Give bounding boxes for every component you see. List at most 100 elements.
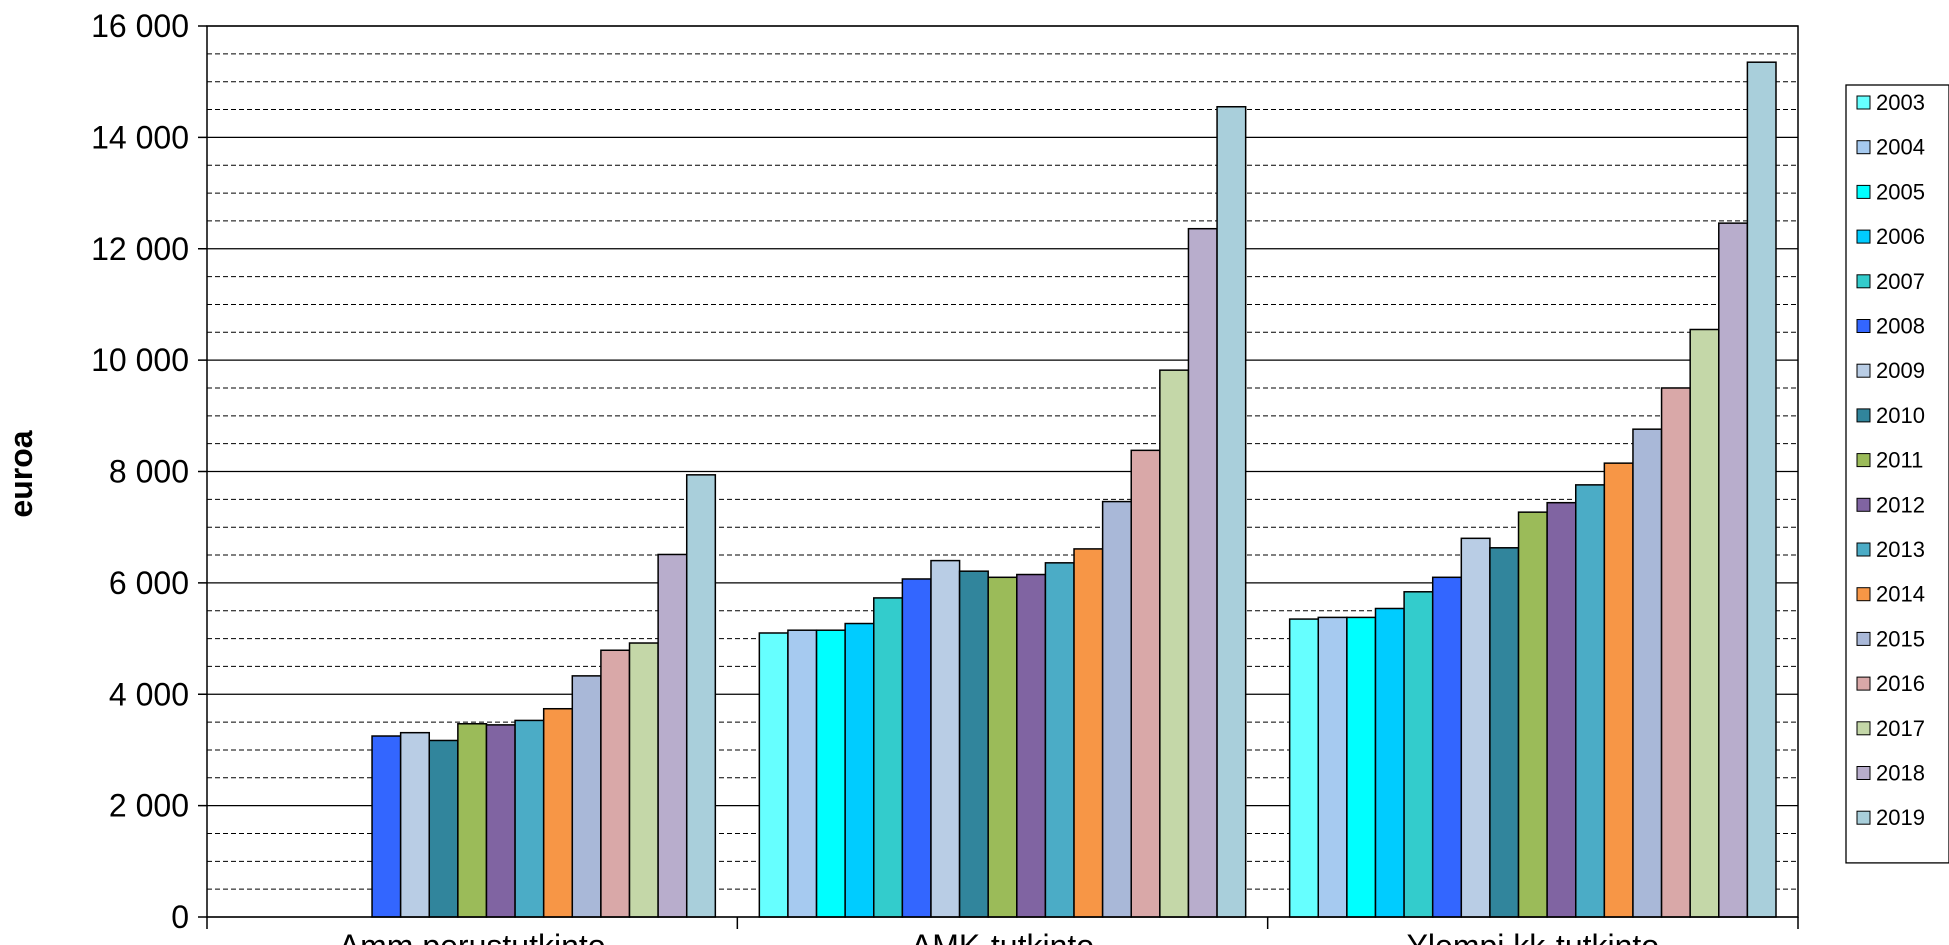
legend-label: 2018 bbox=[1876, 761, 1925, 786]
bar-2012 bbox=[1546, 501, 1577, 918]
legend-swatch bbox=[1856, 363, 1871, 378]
legend-swatch bbox=[1856, 453, 1871, 468]
y-tick-label: 10 000 bbox=[91, 342, 189, 378]
legend-swatch bbox=[1856, 319, 1871, 333]
legend-swatch bbox=[1856, 766, 1871, 780]
legend-label: 2014 bbox=[1876, 582, 1925, 607]
bar-2005 bbox=[1346, 616, 1377, 918]
legend-label: 2019 bbox=[1876, 805, 1925, 830]
y-tick-label: 12 000 bbox=[91, 231, 189, 267]
bar-2011 bbox=[987, 576, 1018, 918]
y-tick-label: 14 000 bbox=[91, 119, 189, 155]
bar-2019 bbox=[1746, 61, 1777, 918]
legend-label: 2015 bbox=[1876, 626, 1925, 651]
y-tick-label: 6 000 bbox=[109, 565, 189, 601]
bar-2014 bbox=[542, 707, 574, 918]
legend-label: 2013 bbox=[1876, 537, 1925, 562]
legend: 2003 2004 2005 2006 2007 2008 2009 2010 2011 2012… bbox=[1845, 84, 1949, 864]
bar-2009 bbox=[930, 559, 961, 918]
bar-2018 bbox=[1187, 227, 1218, 918]
bar-2004 bbox=[787, 629, 818, 918]
legend-swatch bbox=[1856, 676, 1871, 691]
bar-2019 bbox=[685, 474, 717, 918]
legend-label: 2010 bbox=[1876, 403, 1925, 428]
bar-2016 bbox=[1130, 449, 1161, 918]
legend-label: 2012 bbox=[1876, 492, 1925, 517]
legend-label: 2011 bbox=[1876, 448, 1923, 473]
bar-2012 bbox=[485, 724, 516, 918]
axis-labels: 0 2 000 4 000 6 000 8 000 10 000 12 000 14 000 1… bbox=[91, 8, 1659, 945]
bar-2009 bbox=[399, 731, 431, 918]
x-category-label: Amm.perustutkinto bbox=[339, 928, 606, 945]
legend-swatch bbox=[1856, 274, 1871, 289]
bar-2016 bbox=[600, 649, 631, 918]
legend-swatch bbox=[1856, 631, 1871, 646]
legend-swatch bbox=[1856, 95, 1871, 110]
bar-2013 bbox=[514, 719, 545, 918]
x-category-label: AMK-tutkinto bbox=[911, 928, 1094, 945]
bar-2015 bbox=[571, 675, 602, 918]
legend-label: 2007 bbox=[1876, 269, 1925, 294]
axes bbox=[198, 25, 1799, 929]
bar-2011 bbox=[1517, 511, 1548, 918]
legend-label: 2016 bbox=[1876, 671, 1925, 696]
legend-label: 2003 bbox=[1876, 90, 1925, 115]
bar-2013 bbox=[1044, 562, 1075, 918]
bar-2017 bbox=[628, 642, 659, 918]
y-axis-label: euroa bbox=[3, 430, 39, 517]
bar-2009 bbox=[1460, 537, 1491, 918]
legend-label: 2009 bbox=[1876, 358, 1925, 383]
bar-2007 bbox=[1403, 591, 1434, 918]
bar-2010 bbox=[1489, 547, 1520, 918]
bar-2006 bbox=[1374, 607, 1405, 918]
legend-swatch bbox=[1856, 587, 1871, 602]
bar-2018 bbox=[1718, 222, 1749, 918]
bar-2019 bbox=[1216, 105, 1247, 918]
y-tick-label: 8 000 bbox=[109, 454, 189, 490]
bar-2012 bbox=[1016, 573, 1047, 918]
bar-2003 bbox=[1288, 618, 1320, 918]
bar-2004 bbox=[1317, 616, 1348, 918]
y-tick-label: 16 000 bbox=[91, 8, 189, 44]
legend-label: 2006 bbox=[1876, 224, 1925, 249]
legend-label: 2005 bbox=[1876, 179, 1925, 204]
bar-2008 bbox=[371, 735, 402, 918]
legend-swatch bbox=[1856, 497, 1871, 512]
plot-border bbox=[206, 25, 1799, 918]
legend-swatch bbox=[1856, 140, 1871, 155]
bar-2010 bbox=[958, 570, 989, 918]
bar-2008 bbox=[901, 578, 932, 918]
bars bbox=[371, 61, 1777, 918]
bar-2013 bbox=[1574, 484, 1606, 918]
y-tick-label: 4 000 bbox=[109, 676, 189, 712]
legend-label: 2017 bbox=[1876, 716, 1925, 741]
bar-2016 bbox=[1660, 387, 1691, 918]
bar-2003 bbox=[758, 632, 789, 918]
bar-2010 bbox=[428, 739, 459, 918]
y-tick-label: 2 000 bbox=[109, 788, 189, 824]
legend-swatch bbox=[1856, 229, 1871, 244]
bar-2008 bbox=[1431, 576, 1463, 918]
bar-2014 bbox=[1603, 462, 1634, 918]
bar-2017 bbox=[1689, 328, 1720, 918]
bar-2007 bbox=[873, 597, 904, 918]
legend-swatch bbox=[1856, 184, 1871, 199]
y-tick-label: 0 bbox=[171, 899, 189, 935]
legend-swatch bbox=[1856, 810, 1871, 825]
legend-swatch bbox=[1856, 408, 1871, 423]
bar-2017 bbox=[1159, 369, 1190, 918]
legend-swatch bbox=[1856, 721, 1871, 736]
bar-2006 bbox=[844, 622, 875, 918]
bar-2011 bbox=[457, 723, 488, 918]
bar-2018 bbox=[657, 553, 688, 918]
bar-2014 bbox=[1073, 548, 1104, 918]
bar-2015 bbox=[1632, 428, 1663, 918]
legend-swatch bbox=[1856, 542, 1871, 557]
legend-label: 2008 bbox=[1876, 314, 1925, 339]
x-category-label: Ylempi kk-tutkinto bbox=[1407, 928, 1660, 945]
bar-2015 bbox=[1101, 500, 1132, 918]
bar-2005 bbox=[815, 629, 846, 918]
legend-label: 2004 bbox=[1876, 135, 1925, 160]
